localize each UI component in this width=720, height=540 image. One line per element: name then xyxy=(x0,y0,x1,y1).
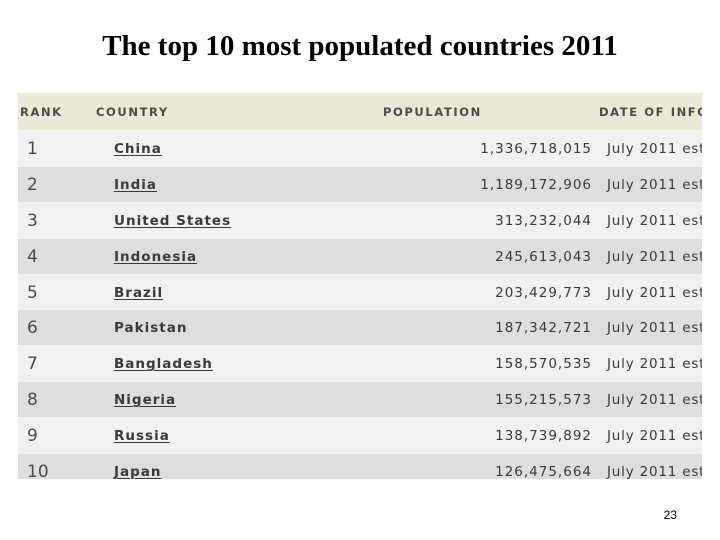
population-cell: 203,429,773 xyxy=(495,284,592,301)
date-cell: July 2011 est. xyxy=(607,356,702,373)
country-link[interactable]: United States xyxy=(114,212,232,229)
date-cell: July 2011 est. xyxy=(607,176,702,193)
country-link[interactable]: Japan xyxy=(114,464,162,479)
table-header: RANK COUNTRY POPULATION DATE OF INFO xyxy=(18,93,702,130)
population-cell: 138,739,892 xyxy=(495,428,592,445)
population-cell: 126,475,664 xyxy=(495,464,592,479)
date-cell: July 2011 est. xyxy=(607,320,702,337)
population-cell: 155,215,573 xyxy=(495,392,592,409)
rank-cell: 1 xyxy=(27,139,38,159)
population-cell: 313,232,044 xyxy=(495,212,592,229)
table-row: 4 Indonesia 245,613,043 July 2011 est. xyxy=(18,237,702,274)
rank-cell: 9 xyxy=(27,426,38,447)
population-cell: 187,342,721 xyxy=(495,320,592,337)
country-link[interactable]: Bangladesh xyxy=(114,356,213,373)
country-link[interactable]: Nigeria xyxy=(114,392,177,409)
country-link[interactable]: Brazil xyxy=(114,284,164,301)
header-country: COUNTRY xyxy=(96,105,169,119)
date-cell: July 2011 est. xyxy=(607,248,702,265)
population-table: RANK COUNTRY POPULATION DATE OF INFO 1 C… xyxy=(18,93,702,479)
country-link[interactable]: Indonesia xyxy=(114,248,198,265)
header-rank: RANK xyxy=(20,105,63,119)
table-row: 3 United States 313,232,044 July 2011 es… xyxy=(18,201,702,238)
date-cell: July 2011 est. xyxy=(607,392,702,409)
table-row: 8 Nigeria 155,215,573 July 2011 est. xyxy=(18,381,702,418)
table-row: 9 Russia 138,739,892 July 2011 est. xyxy=(18,417,702,454)
country-cell: Pakistan xyxy=(114,320,188,337)
page-number: 23 xyxy=(663,508,677,522)
rank-cell: 3 xyxy=(27,210,38,231)
population-cell: 1,336,718,015 xyxy=(480,141,592,157)
date-cell: July 2011 est. xyxy=(607,141,702,157)
rank-cell: 6 xyxy=(27,318,38,339)
slide-title: The top 10 most populated countries 2011 xyxy=(102,30,618,62)
date-cell: July 2011 est. xyxy=(607,428,702,445)
country-link[interactable]: Russia xyxy=(114,428,170,445)
country-link[interactable]: China xyxy=(114,141,162,157)
table-row: 10 Japan 126,475,664 July 2011 est. xyxy=(18,453,702,479)
table-row: 2 India 1,189,172,906 July 2011 est. xyxy=(18,165,702,202)
date-cell: July 2011 est. xyxy=(607,284,702,301)
table-row: 1 China 1,336,718,015 July 2011 est. xyxy=(18,130,702,166)
population-cell: 245,613,043 xyxy=(495,248,592,265)
country-link[interactable]: India xyxy=(114,176,158,193)
rank-cell: 5 xyxy=(27,282,38,303)
rank-cell: 4 xyxy=(27,246,38,267)
date-cell: July 2011 est. xyxy=(607,464,702,479)
table-row: 5 Brazil 203,429,773 July 2011 est. xyxy=(18,273,702,310)
rank-cell: 2 xyxy=(27,174,38,195)
population-cell: 158,570,535 xyxy=(495,356,592,373)
rank-cell: 8 xyxy=(27,390,38,411)
date-cell: July 2011 est. xyxy=(607,212,702,229)
population-cell: 1,189,172,906 xyxy=(480,176,592,193)
rank-cell: 10 xyxy=(27,462,49,479)
rank-cell: 7 xyxy=(27,354,38,375)
table-row: 6 Pakistan 187,342,721 July 2011 est. xyxy=(18,309,702,346)
header-date: DATE OF INFO xyxy=(599,105,702,119)
header-population: POPULATION xyxy=(383,105,482,119)
table-row: 7 Bangladesh 158,570,535 July 2011 est. xyxy=(18,345,702,382)
